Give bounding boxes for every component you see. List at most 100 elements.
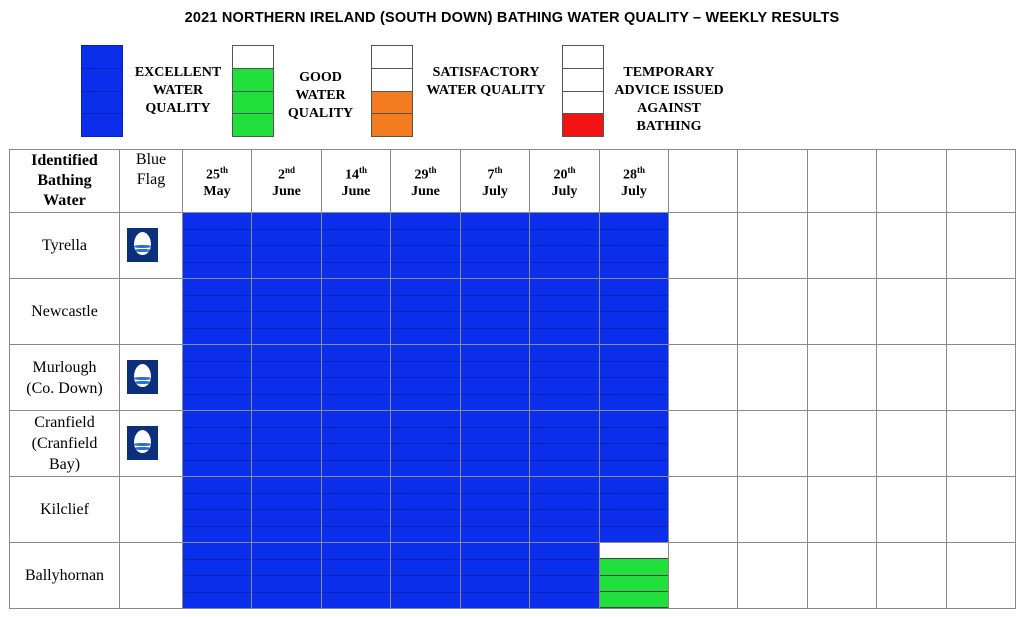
result-segment bbox=[461, 427, 529, 444]
result-segment bbox=[600, 345, 668, 362]
bathing-water-name: Murlough (Co. Down) bbox=[9, 344, 120, 411]
week-month: June bbox=[411, 183, 440, 199]
result-segment bbox=[391, 262, 460, 278]
week-day: 25 bbox=[205, 167, 220, 183]
result-cell bbox=[946, 278, 1016, 345]
result-segment bbox=[461, 394, 529, 410]
text-line: BATHING bbox=[636, 119, 702, 134]
result-cell bbox=[390, 212, 461, 279]
result-segment bbox=[252, 477, 321, 494]
result-excellent bbox=[252, 477, 321, 542]
result-cell bbox=[599, 542, 669, 609]
swatch-segment bbox=[371, 114, 413, 137]
text-line: (Co. Down) bbox=[26, 379, 103, 397]
result-cell bbox=[807, 278, 877, 345]
blue-flag-emblem bbox=[134, 232, 151, 255]
result-segment bbox=[461, 444, 529, 461]
text-line: Flag bbox=[136, 171, 166, 188]
result-cell bbox=[946, 476, 1016, 543]
result-segment bbox=[183, 295, 251, 312]
legend-swatch-advice bbox=[562, 45, 604, 137]
swatch-segment bbox=[81, 68, 123, 92]
result-segment bbox=[322, 394, 390, 410]
result-segment bbox=[322, 477, 390, 494]
result-segment bbox=[600, 427, 668, 444]
result-segment bbox=[461, 345, 529, 362]
result-segment bbox=[322, 213, 390, 230]
result-segment bbox=[322, 526, 390, 542]
result-segment bbox=[322, 411, 390, 428]
result-segment bbox=[391, 543, 460, 560]
result-segment bbox=[183, 229, 251, 246]
blue-flag-cell bbox=[119, 476, 183, 543]
table-row: Tyrella bbox=[9, 212, 1016, 279]
result-cell bbox=[807, 410, 877, 477]
result-excellent bbox=[391, 279, 460, 344]
header-blue-flag: Blue Flag bbox=[119, 149, 183, 213]
result-segment bbox=[252, 427, 321, 444]
result-segment bbox=[600, 591, 668, 608]
result-segment bbox=[391, 444, 460, 461]
swatch-segment bbox=[562, 114, 604, 137]
result-segment bbox=[322, 378, 390, 395]
header-week: 14th June bbox=[321, 149, 391, 213]
result-segment bbox=[530, 279, 599, 296]
result-cell bbox=[251, 344, 322, 411]
result-segment bbox=[391, 559, 460, 576]
blue-flag-cell bbox=[119, 212, 183, 279]
result-excellent bbox=[600, 279, 668, 344]
result-segment bbox=[461, 246, 529, 263]
result-segment bbox=[461, 576, 529, 593]
swatch-segment bbox=[562, 68, 604, 92]
result-segment bbox=[322, 559, 390, 576]
result-excellent bbox=[600, 213, 668, 278]
result-cell bbox=[668, 542, 738, 609]
result-segment bbox=[461, 592, 529, 608]
result-segment bbox=[183, 361, 251, 378]
result-cell bbox=[529, 278, 600, 345]
result-cell bbox=[460, 278, 530, 345]
text-line: Identified bbox=[31, 152, 98, 169]
result-segment bbox=[391, 576, 460, 593]
result-excellent bbox=[391, 213, 460, 278]
result-segment bbox=[600, 444, 668, 461]
header-week: 29th June bbox=[390, 149, 461, 213]
result-segment bbox=[600, 361, 668, 378]
result-segment bbox=[183, 312, 251, 329]
result-segment bbox=[322, 229, 390, 246]
result-segment bbox=[461, 295, 529, 312]
bathing-water-table: Identified Bathing Water Blue Flag 25th May 2nd… bbox=[9, 149, 1016, 609]
result-segment bbox=[183, 246, 251, 263]
result-excellent bbox=[183, 477, 251, 542]
result-cell bbox=[390, 278, 461, 345]
result-segment bbox=[600, 229, 668, 246]
wave-line bbox=[134, 443, 151, 446]
result-segment bbox=[600, 559, 668, 576]
result-segment bbox=[600, 279, 668, 296]
result-cell bbox=[390, 476, 461, 543]
result-cell bbox=[390, 344, 461, 411]
result-segment bbox=[391, 328, 460, 344]
result-segment bbox=[530, 295, 599, 312]
header-identified-bathing-water: Identified Bathing Water bbox=[9, 149, 120, 213]
text-line: Tyrella bbox=[41, 237, 88, 254]
result-segment bbox=[530, 312, 599, 329]
result-cell bbox=[251, 542, 322, 609]
result-segment bbox=[322, 345, 390, 362]
result-cell bbox=[807, 212, 877, 279]
text-line: GOOD bbox=[299, 70, 342, 85]
result-segment bbox=[322, 510, 390, 527]
result-cell bbox=[599, 344, 669, 411]
text-line: EXCELLENT bbox=[134, 65, 222, 80]
result-segment bbox=[530, 229, 599, 246]
result-cell bbox=[668, 476, 738, 543]
text-line: TEMPORARY bbox=[623, 65, 715, 80]
result-segment bbox=[252, 526, 321, 542]
result-cell bbox=[251, 410, 322, 477]
result-cell bbox=[946, 212, 1016, 279]
result-excellent bbox=[461, 411, 529, 476]
result-segment bbox=[322, 427, 390, 444]
result-excellent bbox=[530, 411, 599, 476]
result-segment bbox=[252, 213, 321, 230]
result-cell bbox=[807, 476, 877, 543]
